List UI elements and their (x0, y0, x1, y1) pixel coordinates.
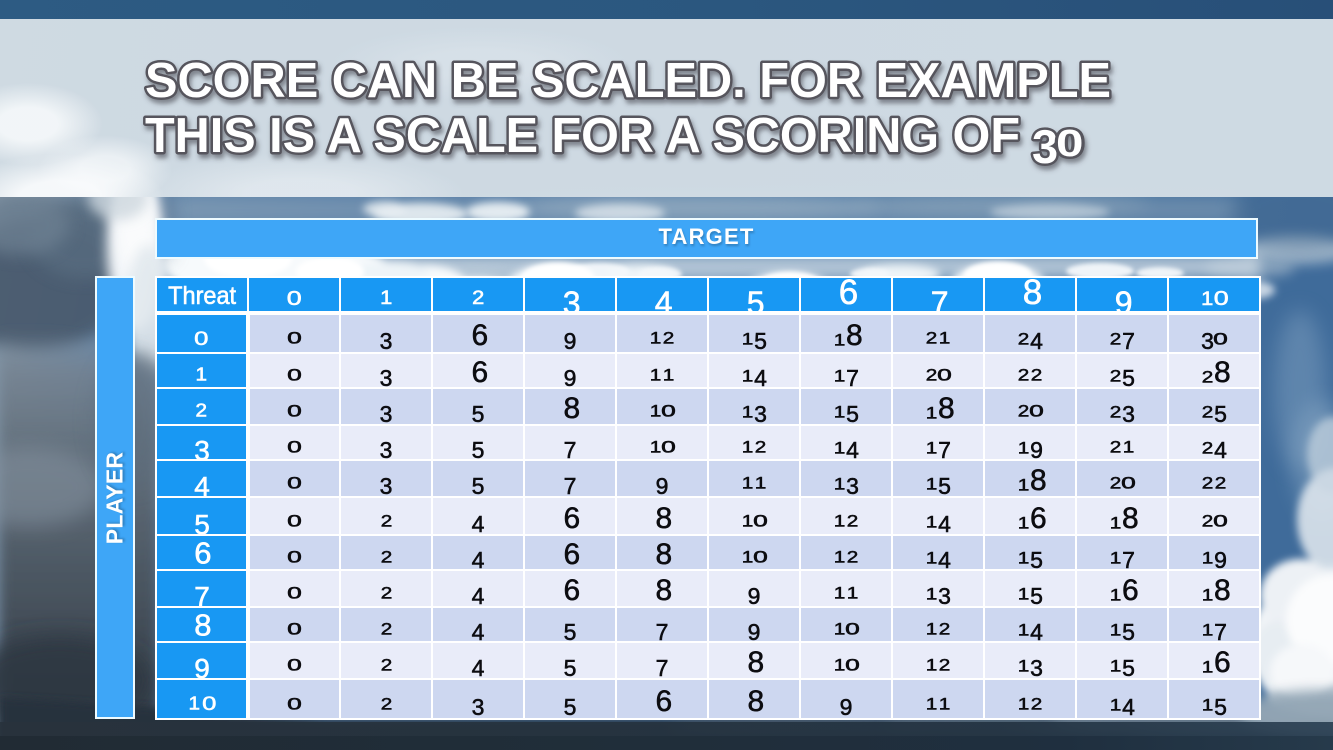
svg-text:3: 3 (1032, 120, 1058, 173)
svg-text:THIS IS A SCALE FOR A SCORING: THIS IS A SCALE FOR A SCORING OF (145, 109, 1020, 163)
svg-text:0: 0 (1056, 122, 1083, 164)
svg-text:SCORE CAN BE SCALED. FOR EXAMP: SCORE CAN BE SCALED. FOR EXAMPLE (145, 54, 1111, 108)
